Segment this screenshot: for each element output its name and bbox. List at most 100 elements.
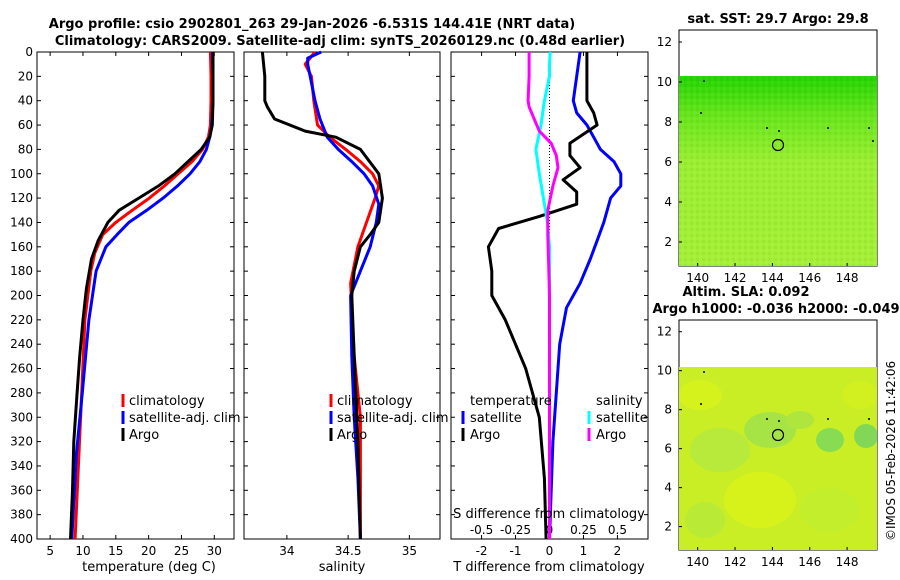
difference-series-temperature-satellite — [548, 51, 623, 540]
sla-anomaly — [685, 502, 725, 538]
depth-tick-label: 40 — [18, 94, 33, 108]
depth-tick-label: 20 — [18, 69, 33, 83]
legend-label-t-argo: Argo — [470, 428, 500, 443]
difference-xtick-label: 2 — [614, 544, 622, 558]
temperature-xtick-label: 5 — [46, 544, 54, 558]
temperature-series-argo — [69, 52, 215, 540]
depth-tick-label: 220 — [10, 313, 33, 327]
legend-label-t-satellite: satellite — [470, 411, 522, 426]
sst-ytick-label: 8 — [664, 115, 672, 129]
sla-field — [679, 367, 877, 550]
sst-ytick-label: 4 — [664, 195, 672, 209]
sla-map-ticks: 140 142 144 146 148 2 4 6 8 10 12 — [657, 325, 859, 569]
salinity-series-satellite-adj-clim — [306, 50, 381, 540]
track-dot — [703, 80, 705, 82]
legend-label-s-satellite: satellite — [596, 411, 648, 426]
difference-series — [451, 51, 648, 540]
sst-xtick-label: 148 — [836, 271, 859, 285]
sla-ytick-label: 4 — [664, 481, 672, 495]
difference-panel: -2 -1 0 1 2 -0.5 -0.25 0 0.25 0.5 S difference f… — [450, 51, 649, 575]
sla-xtick-label: 144 — [761, 555, 784, 569]
temperature-panel: 0 20 40 60 80 100 120 140 160 180 200 220 240 260 280 3… — [10, 45, 241, 575]
salinity-xtick-label: 35 — [402, 544, 417, 558]
sla-xtick-label: 146 — [798, 555, 821, 569]
sst-field-texture — [679, 76, 877, 266]
temperature-xtick-label: 30 — [207, 544, 222, 558]
temperature-series — [37, 51, 234, 540]
argo-profile-marker — [771, 138, 785, 152]
legend-label-satellite: satellite-adj. clim — [129, 411, 241, 426]
sla-ytick-label: 6 — [664, 442, 672, 456]
salinity-legend: climatology satellite-adj. clim Argo — [329, 394, 449, 443]
sla-anomaly — [800, 488, 860, 532]
sla-map-subtitle: Argo h1000: -0.036 h2000: -0.049 — [652, 302, 899, 317]
salinity-series-argo — [260, 51, 384, 540]
sst-ytick-label: 12 — [657, 35, 672, 49]
sst-xtick-label: 140 — [686, 271, 709, 285]
temperature-xtick-label: 20 — [141, 544, 156, 558]
sla-xtick-label: 148 — [836, 555, 859, 569]
depth-tick-label: 0 — [25, 45, 33, 59]
sla-anomaly — [679, 380, 722, 410]
sla-anomaly — [690, 428, 750, 472]
argo-profile-marker — [771, 428, 785, 442]
salinity-xtick-label: 34.5 — [335, 544, 362, 558]
sst-ytick-label: 10 — [657, 75, 672, 89]
t-difference-axis-label: T difference from climatology — [452, 560, 645, 575]
sla-anomaly — [744, 412, 796, 448]
depth-tick-label: 140 — [10, 215, 33, 229]
track-dot — [868, 418, 870, 420]
salinity-tick-labels: 34 34.5 35 — [279, 52, 417, 558]
sla-map-float-track — [700, 371, 870, 442]
depth-tick-label: 380 — [10, 508, 33, 522]
sla-anomaly — [854, 424, 877, 448]
s-difference-xtick-label: 0.5 — [608, 523, 627, 537]
depth-tick-label: 400 — [10, 532, 33, 546]
s-difference-xtick-label: -0.5 — [470, 523, 493, 537]
depth-tick-label: 280 — [10, 386, 33, 400]
depth-tick-label: 180 — [10, 264, 33, 278]
sla-map-title: Altim. SLA: 0.092 — [683, 285, 810, 300]
sla-anomaly — [724, 472, 796, 528]
salinity-panel: 34 34.5 35 salinity climatology satellite-… — [243, 50, 449, 575]
track-dot — [868, 127, 870, 129]
temperature-axis-label: temperature (deg C) — [82, 560, 216, 575]
sst-map-panel: sat. SST: 29.7 Argo: 29.8 140 142 144 146 14… — [657, 12, 878, 285]
track-dot — [778, 130, 780, 132]
temperature-tick-labels: 5 10 15 20 25 30 — [46, 52, 222, 558]
sla-ytick-label: 8 — [664, 403, 672, 417]
temperature-axes-box — [36, 51, 235, 540]
sla-anomaly — [786, 411, 814, 429]
depth-tick-label: 160 — [10, 240, 33, 254]
sst-ytick-label: 6 — [664, 155, 672, 169]
depth-tick-label: 60 — [18, 118, 33, 132]
legend-label-s-argo: Argo — [596, 428, 626, 443]
depth-tick-label: 320 — [10, 435, 33, 449]
temperature-legend: climatology satellite-adj. clim Argo — [121, 394, 241, 443]
sla-xtick-label: 142 — [724, 555, 747, 569]
s-difference-xtick-label: 0.25 — [570, 523, 597, 537]
sla-ytick-label: 12 — [657, 325, 672, 339]
track-dot — [703, 371, 705, 373]
sst-map-title: sat. SST: 29.7 Argo: 29.8 — [687, 12, 868, 27]
legend-label-argo: Argo — [337, 428, 367, 443]
sla-map-panel: Altim. SLA: 0.092 Argo h1000: -0.036 h20… — [652, 285, 899, 569]
sla-anomaly — [816, 428, 844, 452]
legend-label-climatology: climatology — [129, 394, 205, 409]
difference-series-temperature-argo — [486, 52, 599, 540]
sst-xtick-label: 144 — [761, 271, 784, 285]
sst-xtick-label: 142 — [724, 271, 747, 285]
salinity-axis-label: salinity — [319, 560, 366, 575]
depth-tick-labels: 0 20 40 60 80 100 120 140 160 180 200 220 240 260 280 3… — [10, 45, 33, 546]
difference-legend: temperature salinity satellite Argo sate… — [461, 394, 648, 443]
salinity-axes-box — [243, 51, 441, 540]
difference-xtick-label: -1 — [510, 544, 522, 558]
salinity-series — [244, 50, 440, 540]
sst-xtick-label: 146 — [798, 271, 821, 285]
temperature-xtick-label: 25 — [174, 544, 189, 558]
sla-anomaly — [842, 381, 877, 409]
difference-series-salinity-argo — [526, 52, 560, 539]
temperature-xtick-label: 15 — [108, 544, 123, 558]
legend-header-salinity: salinity — [596, 394, 643, 409]
